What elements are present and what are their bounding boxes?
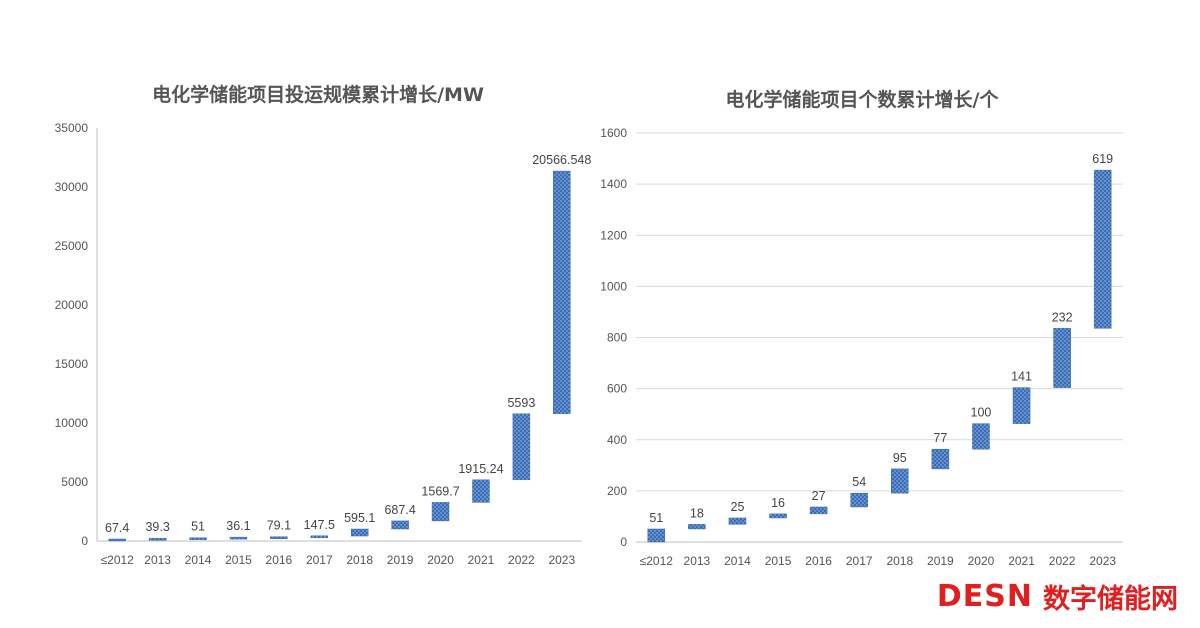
- y-tick-label: 20000: [55, 298, 89, 312]
- data-label: 100: [971, 406, 992, 420]
- y-tick-label: 1400: [600, 177, 627, 191]
- y-tick-label: 25000: [55, 239, 89, 253]
- bar: [850, 492, 868, 508]
- data-label: 27: [812, 489, 826, 503]
- y-tick-label: 1200: [600, 228, 627, 242]
- y-tick-label: 200: [607, 484, 627, 498]
- bar: [972, 423, 990, 450]
- y-tick-label: 10000: [55, 416, 89, 430]
- bar: [189, 537, 207, 540]
- y-tick-label: 1600: [600, 126, 627, 140]
- bar: [391, 520, 409, 530]
- x-tick-label: 2019: [387, 553, 414, 567]
- data-label: 39.3: [145, 520, 169, 534]
- x-tick-label: 2014: [185, 553, 212, 567]
- bar: [688, 524, 706, 530]
- x-tick-label: 2020: [968, 554, 995, 568]
- brand-logo: DESN 数字储能网: [937, 577, 1178, 616]
- data-label: 51: [649, 511, 663, 525]
- data-label: 232: [1052, 310, 1073, 324]
- bar: [270, 536, 288, 539]
- x-tick-label: 2015: [765, 554, 792, 568]
- logo-name: 数字储能网: [1043, 584, 1178, 615]
- bar: [728, 517, 747, 525]
- y-tick-label: 600: [607, 382, 627, 396]
- data-label: 77: [933, 431, 947, 445]
- x-tick-label: 2021: [468, 553, 495, 567]
- x-tick-label: 2015: [225, 553, 252, 567]
- x-tick-label: 2017: [306, 553, 333, 567]
- y-tick-label: 0: [81, 534, 88, 548]
- x-tick-label: 2018: [886, 554, 913, 568]
- x-tick-label: 2014: [724, 554, 751, 568]
- x-tick-label: ≤2012: [640, 554, 674, 568]
- chart-title: 电化学储能项目投运规模累计增长/MW: [152, 83, 484, 106]
- bar: [931, 448, 950, 470]
- chart-title: 电化学储能项目个数累计增长/个: [726, 88, 1000, 111]
- bar: [769, 513, 787, 519]
- bar: [472, 479, 490, 503]
- data-label: 79.1: [267, 519, 291, 533]
- bar: [809, 506, 828, 515]
- data-label: 687.4: [384, 503, 415, 517]
- x-tick-label: 2013: [144, 553, 171, 567]
- data-label: 25: [731, 500, 745, 514]
- y-tick-label: 400: [607, 433, 627, 447]
- data-label: 595.1: [344, 511, 375, 525]
- data-label: 20566.548: [532, 153, 591, 167]
- x-tick-label: 2022: [508, 553, 535, 567]
- x-tick-label: ≤2012: [101, 553, 135, 567]
- bar: [229, 536, 248, 540]
- data-label: 619: [1092, 152, 1113, 166]
- x-tick-label: 2018: [346, 553, 373, 567]
- y-tick-label: 35000: [55, 121, 89, 135]
- data-label: 67.4: [105, 521, 129, 535]
- x-tick-label: 2021: [1008, 554, 1035, 568]
- bar: [891, 468, 909, 494]
- x-tick-label: 2016: [266, 553, 293, 567]
- chart-cumulative-capacity: 0 5000 10000 15000 20000 25000 30000 35000 67.4 ≤…: [55, 121, 592, 567]
- y-tick-label: 0: [620, 535, 627, 549]
- bar: [647, 528, 666, 543]
- data-label: 1915.24: [458, 462, 503, 476]
- data-label: 36.1: [226, 519, 250, 533]
- chart-cumulative-project-count: 0 200 400 600 800 1000 1200 1400 1600 51 ≤2012 18 20…: [600, 126, 1123, 568]
- bar: [350, 528, 369, 537]
- bar: [108, 538, 126, 542]
- y-tick-label: 30000: [55, 180, 89, 194]
- bar: [553, 170, 571, 415]
- data-label: 5593: [507, 396, 535, 410]
- data-label: 18: [690, 506, 704, 520]
- bar: [1053, 328, 1071, 388]
- y-tick-label: 1000: [600, 279, 627, 293]
- logo-mark: DESN: [936, 579, 1033, 614]
- bar: [1093, 169, 1112, 329]
- y-tick-label: 15000: [55, 357, 89, 371]
- x-tick-label: 2022: [1049, 554, 1076, 568]
- data-label: 141: [1011, 370, 1032, 384]
- y-tick-label: 5000: [61, 475, 88, 489]
- y-tick-label: 800: [607, 331, 627, 345]
- x-tick-label: 2019: [927, 554, 954, 568]
- bar: [148, 537, 167, 541]
- data-label: 51: [191, 520, 205, 534]
- bar: [310, 535, 329, 539]
- data-label: 95: [893, 451, 907, 465]
- data-label: 147.5: [304, 518, 335, 532]
- data-label: 54: [852, 475, 866, 489]
- x-tick-label: 2013: [684, 554, 711, 568]
- data-label: 16: [771, 496, 785, 510]
- x-tick-label: 2016: [805, 554, 832, 568]
- bar: [1012, 387, 1031, 424]
- x-tick-label: 2023: [548, 553, 575, 567]
- x-tick-label: 2017: [846, 554, 873, 568]
- data-label: 1569.7: [421, 484, 459, 498]
- x-tick-label: 2020: [427, 553, 454, 567]
- bar: [431, 502, 450, 522]
- x-tick-label: 2023: [1089, 554, 1116, 568]
- bar: [512, 413, 531, 481]
